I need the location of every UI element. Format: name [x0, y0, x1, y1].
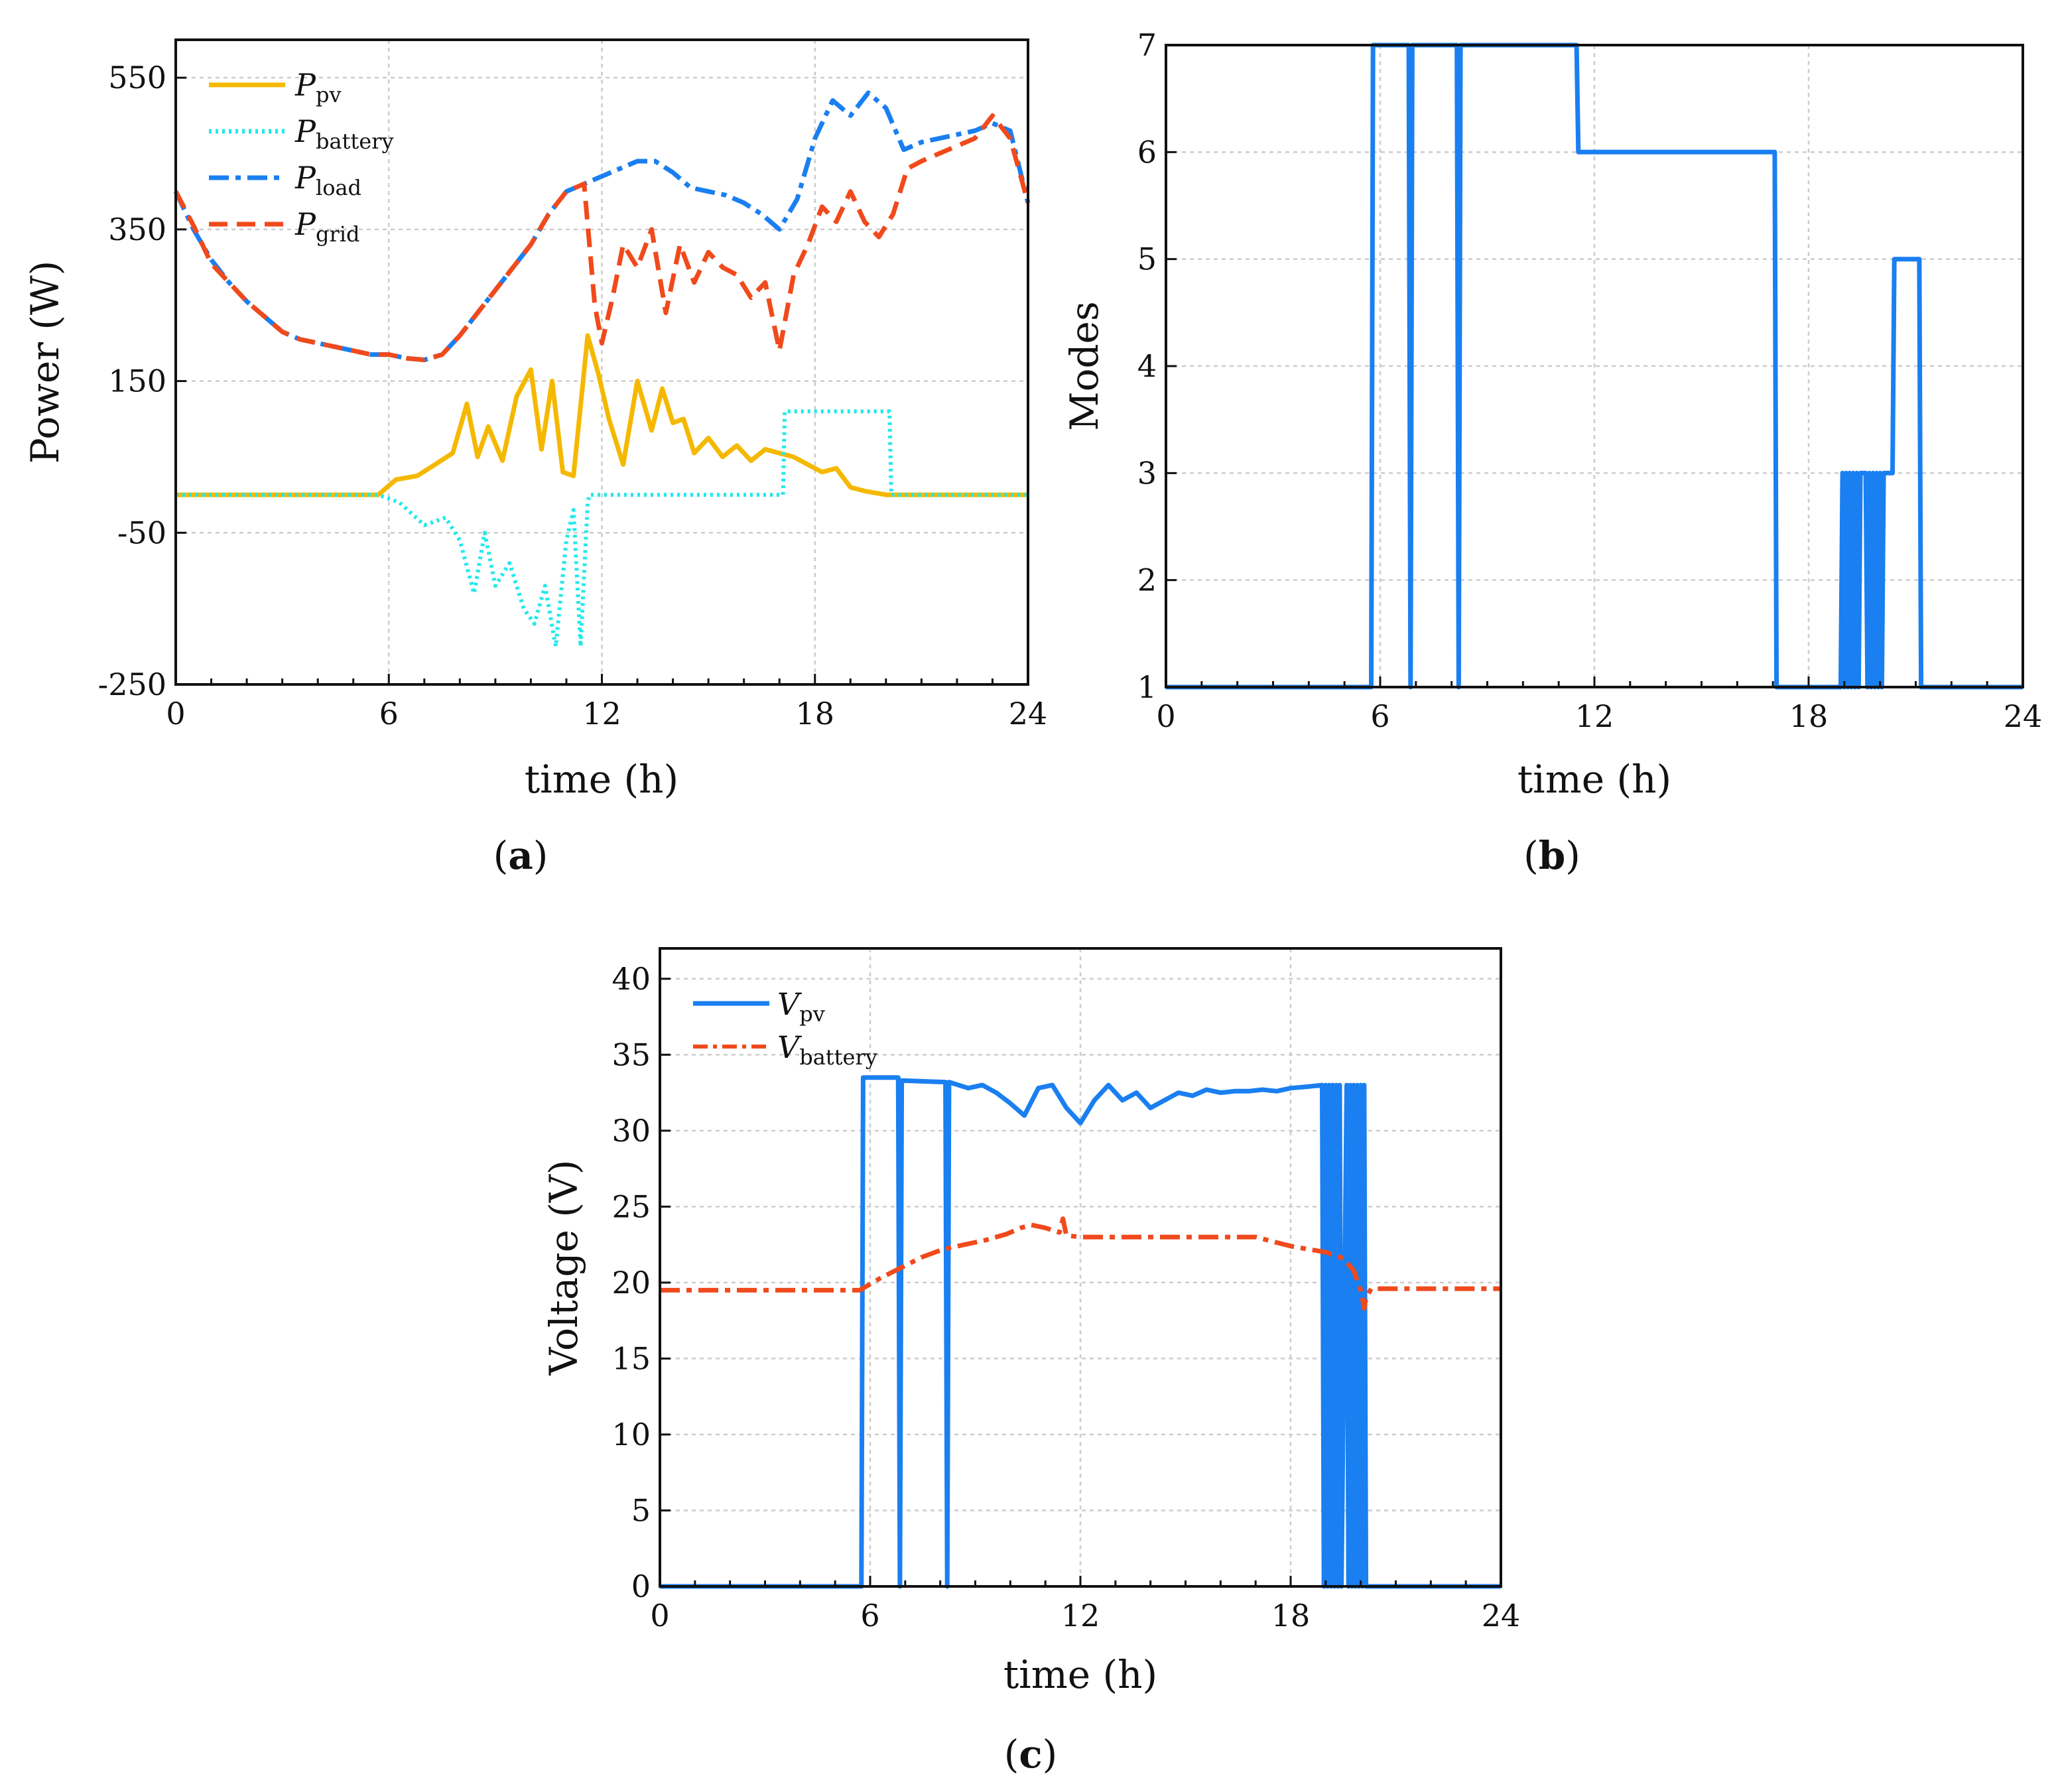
panel-b-caption: (b) — [1523, 833, 1580, 878]
legend-p-pv-symbol: P — [294, 67, 316, 103]
panel-b-series-mode — [1166, 42, 2023, 690]
legend-p-battery-subscript: battery — [316, 129, 394, 154]
panel-b-xtick-label: 0 — [1156, 698, 1175, 734]
panel-c-ytick-label: 30 — [611, 1113, 651, 1149]
panel-c-ytick-label: 5 — [631, 1492, 651, 1528]
panel-a-ytick-label: -250 — [98, 667, 166, 702]
panel-a-xlabel: time (h) — [525, 757, 678, 802]
panel-c-series-v-pv — [660, 1075, 1501, 1589]
legend-label-p-grid: Pgrid — [294, 206, 359, 247]
panel-c-xtick-label: 0 — [650, 1598, 669, 1633]
panel-c-caption: (c) — [1004, 1732, 1058, 1777]
legend-v-battery-symbol: V — [777, 1029, 803, 1065]
panel-b-ytick-label: 2 — [1137, 562, 1157, 598]
panel-c-ytick-label: 10 — [611, 1417, 651, 1452]
legend-p-grid-symbol: P — [294, 206, 316, 242]
panel-a-series-p-grid — [173, 113, 1031, 363]
legend-label-v-battery: Vbattery — [777, 1029, 877, 1070]
panel-c-legend: Vpv Vbattery — [693, 986, 877, 1070]
legend-label-p-load: Pload — [294, 160, 361, 200]
panel-b-ytick-label: 4 — [1137, 348, 1157, 384]
panel-c-xlabel: time (h) — [1003, 1652, 1157, 1697]
panel-c-ticks: 0 6 12 18 24 0 5 10 15 20 25 30 35 40 — [611, 961, 1520, 1633]
legend-v-pv-symbol: V — [777, 986, 803, 1022]
panel-b-xtick-label: 12 — [1575, 698, 1614, 734]
panel-a-ytick-label: 350 — [108, 212, 166, 247]
panel-c-ytick-label: 25 — [611, 1188, 651, 1224]
legend-p-pv-subscript: pv — [316, 82, 342, 107]
panel-a-xtick-label: 18 — [795, 696, 834, 732]
panel-c-ylabel: Voltage (V) — [541, 1160, 586, 1376]
panel-c-ytick-label: 40 — [611, 961, 651, 997]
panel-a-ticks: 0 6 12 18 24 -250 -50 150 350 550 — [98, 60, 1048, 732]
panel-a-series-p-battery — [176, 409, 1028, 649]
panel-c-xtick-label: 12 — [1061, 1598, 1100, 1633]
panel-b-xtick-label: 18 — [1789, 698, 1829, 734]
panel-c-xtick-label: 18 — [1271, 1598, 1311, 1633]
panel-c-xtick-label: 24 — [1482, 1598, 1521, 1633]
legend-label-p-battery: Pbattery — [294, 113, 394, 154]
legend-p-grid-subscript: grid — [316, 222, 360, 247]
panel-b-xlabel: time (h) — [1517, 757, 1671, 802]
panel-a-ytick-label: 150 — [108, 363, 166, 399]
panel-a-xtick-label: 12 — [582, 696, 621, 732]
panel-b-ytick-label: 3 — [1137, 455, 1157, 491]
panel-a-caption: (a) — [493, 833, 548, 878]
legend-v-battery-subscript: battery — [799, 1045, 877, 1070]
panel-a-caption-letter: a — [508, 833, 533, 878]
panel-a-ylabel: Power (W) — [23, 261, 68, 464]
panel-b-xtick-label: 24 — [2004, 698, 2043, 734]
legend-label-v-pv: Vpv — [777, 986, 825, 1027]
panel-a-legend: Ppv Pbattery Pload Pgrid — [209, 67, 394, 247]
panel-b-xtick-label: 6 — [1370, 698, 1389, 734]
panel-c-caption-letter: c — [1019, 1732, 1042, 1777]
legend-p-battery-symbol: P — [294, 113, 316, 149]
panel-b-ytick-label: 1 — [1137, 669, 1157, 705]
panel-a-xtick-label: 0 — [166, 696, 185, 732]
legend-v-pv-subscript: pv — [799, 1001, 825, 1027]
panel-b-ylabel: Modes — [1062, 301, 1107, 431]
panel-a-xtick-label: 24 — [1009, 696, 1048, 732]
panel-b-ytick-label: 7 — [1137, 27, 1157, 63]
panel-b-series — [1166, 42, 2023, 690]
panel-a-xtick-label: 6 — [379, 696, 399, 732]
panel-c-series — [660, 1075, 1501, 1589]
legend-p-load-subscript: load — [316, 175, 361, 200]
legend-label-p-pv: Ppv — [294, 67, 342, 107]
panel-c-series-v-battery — [660, 1216, 1501, 1311]
panel-a-ytick-label: 550 — [108, 60, 166, 96]
panel-c-ytick-label: 0 — [631, 1568, 651, 1604]
panel-a-series-p-pv — [176, 333, 1028, 497]
panel-a-power-chart: 0 6 12 18 24 -250 -50 150 350 550 Power (W) time … — [23, 38, 1048, 878]
panel-a-ytick-label: -50 — [117, 515, 166, 550]
panel-a-series-p-load — [173, 90, 1031, 363]
panel-c-xtick-label: 6 — [860, 1598, 879, 1633]
panel-c-ytick-label: 35 — [611, 1037, 651, 1072]
panel-c-ytick-label: 20 — [611, 1265, 651, 1301]
panel-b-caption-letter: b — [1539, 833, 1566, 878]
legend-p-load-symbol: P — [294, 160, 316, 196]
panel-b-ytick-label: 6 — [1137, 134, 1157, 170]
panel-b-ytick-label: 5 — [1137, 241, 1157, 277]
panel-c-voltage-chart: 0 6 12 18 24 0 5 10 15 20 25 30 35 40 Voltage (V) tim… — [541, 947, 1520, 1777]
panel-c-ytick-label: 15 — [611, 1340, 651, 1376]
panel-a-series — [173, 90, 1031, 649]
